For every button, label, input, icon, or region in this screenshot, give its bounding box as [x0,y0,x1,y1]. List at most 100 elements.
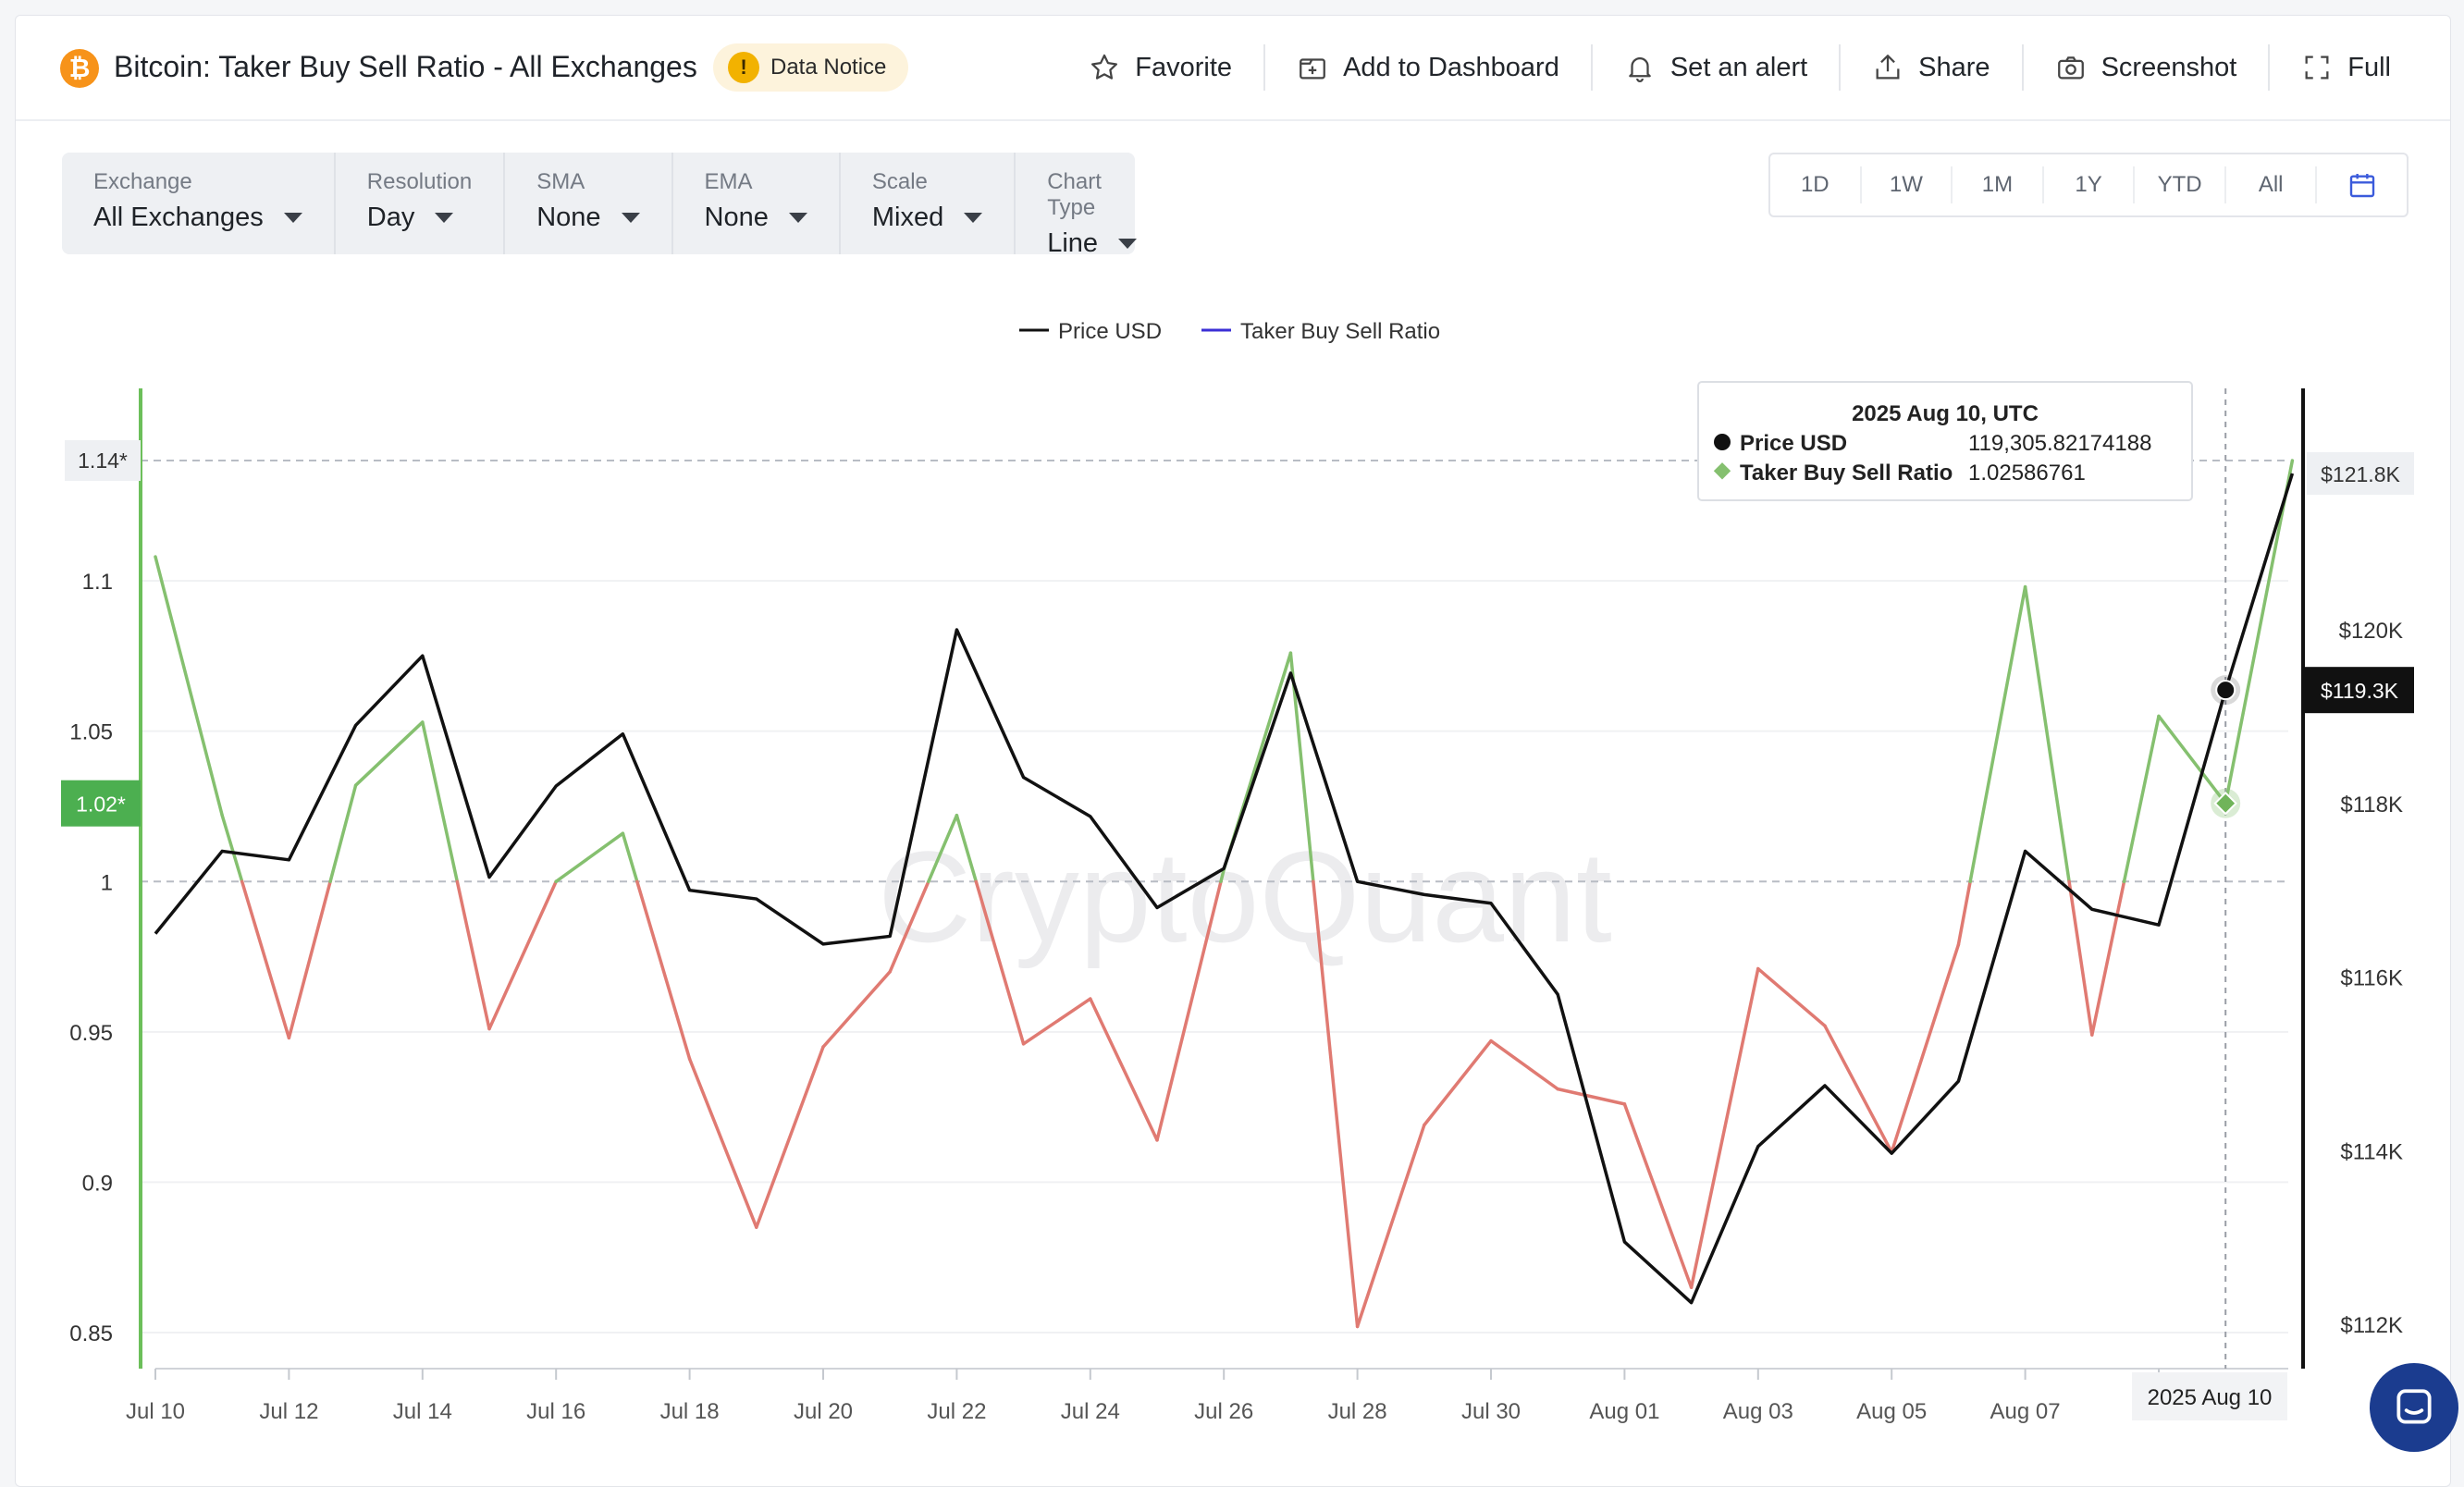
scale-select[interactable]: Scale Mixed [838,153,1014,254]
ratio-line-segment [1956,879,1972,947]
sma-select[interactable]: SMA None [503,153,671,254]
range-1m-button[interactable]: 1M [1953,166,2044,203]
add-to-dashboard-button[interactable]: Add to Dashboard [1263,44,1591,91]
x-tick-label: Jul 30 [1461,1399,1521,1424]
x-tick-label: Jul 26 [1194,1399,1253,1424]
sma-value: None [536,203,601,232]
crosshair-label: 2025 Aug 10 [2148,1385,2273,1410]
legend-ratio-label[interactable]: Taker Buy Sell Ratio [1240,319,1440,344]
ratio-line-segment [1288,651,1315,884]
ratio-line-segment [487,879,558,1031]
x-tick-label: Jul 22 [927,1399,986,1424]
ratio-line-segment [1756,966,1827,1028]
time-range-selector: 1D 1W 1M 1Y YTD All [1768,153,2409,217]
chat-icon [2396,1389,2432,1424]
exchange-label: Exchange [93,169,192,194]
share-label: Share [1918,52,1990,82]
header: ₿ Bitcoin: Taker Buy Sell Ratio - All Ex… [16,16,2450,121]
y-left-tick-label: 0.85 [69,1321,113,1346]
range-1d-button[interactable]: 1D [1770,166,1862,203]
calendar-button[interactable] [2317,166,2407,203]
ratio-line-segment [421,720,460,884]
set-alert-label: Set an alert [1669,52,1808,82]
x-tick-label: Aug 03 [1723,1399,1793,1424]
x-tick-label: Jul 18 [660,1399,720,1424]
ratio-line-segment [1890,942,1961,1154]
ratio-line-segment [2157,714,2227,805]
x-tick-label: Jul 14 [393,1399,452,1424]
screenshot-button[interactable]: Screenshot [2021,44,2269,91]
tooltip-date: 2025 Aug 10, UTC [1852,401,2039,426]
ratio-line-segment [455,879,491,1031]
fullscreen-icon [2305,55,2329,80]
y-left-tick-label: 0.9 [82,1171,113,1196]
y-right-tick-label: $116K [2340,966,2403,991]
ratio-line-segment [1689,966,1760,1289]
ratio-line-segment [240,879,291,1040]
resolution-label: Resolution [366,169,473,194]
ratio-line-segment [687,1057,758,1229]
tooltip-price-dot [1714,434,1731,450]
favorite-button[interactable]: Favorite [1057,44,1263,91]
tooltip-box [1697,381,2193,501]
right-current-marker-box [2305,667,2414,714]
dashboard-add-icon [1300,58,1325,80]
header-actions: Favorite Add to Dashboard Set an alert S… [1057,40,2422,95]
ratio-line-segment [888,879,930,974]
y-right-tick-label: $120K [2339,619,2403,644]
ema-label: EMA [704,169,753,194]
ratio-line-segment [1089,997,1159,1142]
right-current-marker-label: $119.3K [2321,679,2399,703]
ratio-line-segment [2122,714,2161,884]
left-current-marker-box [61,780,141,827]
ratio-hover-point [2213,791,2237,816]
right-max-marker-box [2307,452,2414,496]
ratio-line-segment [353,720,425,787]
x-tick-label: Jul 24 [1061,1399,1120,1424]
range-1w-button[interactable]: 1W [1862,166,1953,203]
ratio-line-segment [821,970,892,1049]
exchange-select[interactable]: Exchange All Exchanges [62,153,334,254]
y-left-tick-label: 1.05 [69,720,113,745]
calendar-icon [2349,174,2374,198]
ratio-line-segment [1968,584,2027,884]
ratio-line-segment [635,879,692,1061]
y-right-tick-label: $114K [2340,1139,2403,1164]
ema-value: None [704,203,769,232]
legend-price-label[interactable]: Price USD [1058,319,1162,344]
range-all-button[interactable]: All [2226,166,2318,203]
set-alert-button[interactable]: Set an alert [1590,44,1839,91]
y-left-tick-label: 1 [101,870,113,895]
tooltip-ratio-diamond [1713,462,1731,480]
bell-icon [1629,57,1651,82]
ratio-line-segment [154,555,224,817]
range-1y-button[interactable]: 1Y [2044,166,2136,203]
ema-select[interactable]: EMA None [671,153,839,254]
caret-down-icon [621,213,640,223]
ratio-line-segment [554,831,625,884]
chat-button[interactable] [2370,1363,2458,1452]
fullscreen-button[interactable]: Full [2268,44,2422,91]
share-button[interactable]: Share [1839,44,2021,91]
ratio-line-segment [1219,867,1226,884]
chart-panel: ₿ Bitcoin: Taker Buy Sell Ratio - All Ex… [15,15,2451,1487]
data-notice-button[interactable]: ! Data Notice [713,43,909,92]
range-ytd-button[interactable]: YTD [2135,166,2226,203]
caret-down-icon [435,213,454,223]
x-tick-label: Jul 20 [794,1399,853,1424]
y-right-tick-label: $112K [2340,1313,2403,1338]
favorite-label: Favorite [1135,52,1233,82]
ratio-line-segment [755,1045,825,1229]
x-tick-label: Aug 07 [1990,1399,2061,1424]
sma-label: SMA [536,169,585,194]
tooltip: 2025 Aug 10, UTC Price USD 119,305.82174… [1697,381,2193,501]
chart-type-select[interactable]: Chart Type Line [1014,153,1168,258]
ratio-line-segment [974,879,1026,1046]
chart-type-value: Line [1047,228,1099,258]
caret-down-icon [964,213,983,223]
resolution-value: Day [366,203,415,232]
fullscreen-label: Full [2347,52,2391,82]
chart-controls: Exchange All Exchanges Resolution Day SM… [62,153,1138,258]
resolution-select[interactable]: Resolution Day [333,153,503,254]
